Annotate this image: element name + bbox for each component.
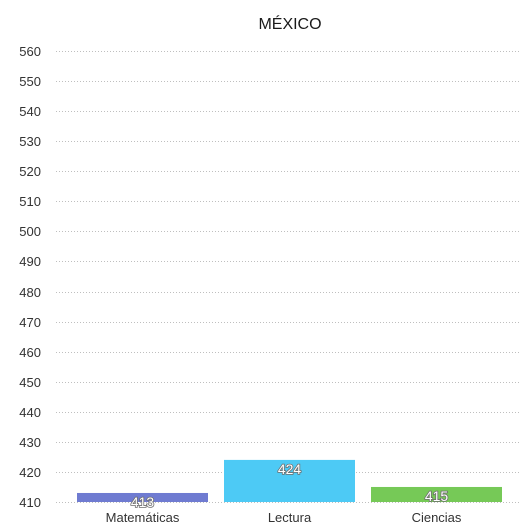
y-tick-label: 500: [19, 224, 41, 239]
data-label: 424: [278, 461, 302, 477]
bar-matemáticas: [77, 492, 208, 502]
bars: [77, 459, 502, 502]
gridlines: [56, 51, 520, 503]
y-tick-label: 520: [19, 164, 41, 179]
y-tick-label: 430: [19, 435, 41, 450]
y-tick-label: 550: [19, 74, 41, 89]
data-label: 413: [131, 494, 155, 510]
chart-title: MÉXICO: [258, 14, 321, 33]
x-axis-category-labels: Matemáticas Lectura Ciencias: [106, 510, 462, 525]
x-category-label: Ciencias: [412, 510, 462, 525]
y-tick-label: 530: [19, 134, 41, 149]
x-category-label: Matemáticas: [106, 510, 180, 525]
bar-lectura: [224, 459, 355, 502]
y-tick-label: 490: [19, 254, 41, 269]
data-label: 415: [425, 488, 449, 504]
y-tick-label: 410: [19, 495, 41, 510]
y-tick-label: 440: [19, 405, 41, 420]
bar-ciencias: [371, 486, 502, 502]
y-tick-label: 480: [19, 285, 41, 300]
y-tick-label: 450: [19, 375, 41, 390]
data-labels: 413 424 415: [130, 460, 449, 511]
y-tick-label: 470: [19, 315, 41, 330]
y-tick-label: 460: [19, 345, 41, 360]
y-tick-label: 540: [19, 104, 41, 119]
y-tick-label: 560: [19, 44, 41, 59]
y-axis-tick-labels: 410 420 430 440 450 460 470 480 490 500 510 520 530 5…: [19, 44, 41, 510]
y-tick-label: 510: [19, 194, 41, 209]
x-category-label: Lectura: [268, 510, 312, 525]
y-tick-label: 420: [19, 465, 41, 480]
